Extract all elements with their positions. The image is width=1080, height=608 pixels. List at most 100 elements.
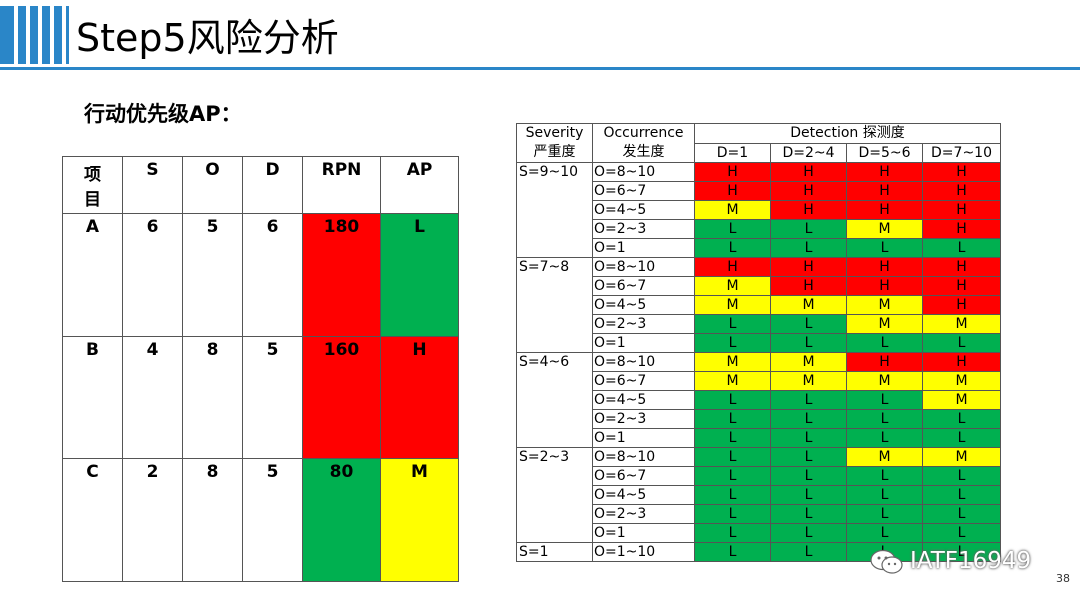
ap-rating-cell: L xyxy=(770,333,847,353)
ap-rating-cell: M xyxy=(694,276,771,296)
detection-col-header: D=7~10 xyxy=(921,142,1002,163)
title-underline xyxy=(0,67,1080,70)
ap-rating-cell: M xyxy=(846,371,923,391)
ap-rating-cell: L xyxy=(846,504,923,524)
ap-rating-cell: L xyxy=(846,428,923,448)
ap-table-cell-ap: M xyxy=(380,458,459,582)
ap-rating-cell: L xyxy=(694,466,771,486)
ap-rating-cell: H xyxy=(921,352,1002,372)
table-row: O=2~3 L L L L xyxy=(517,504,1002,524)
ap-rating-cell: M xyxy=(770,371,847,391)
table-row: B 4 8 5 160 H xyxy=(62,335,459,460)
ap-rating-cell: L xyxy=(770,523,847,543)
occurrence-cell: O=2~3 xyxy=(592,504,695,524)
table-row: O=1 L L L L xyxy=(517,238,1002,258)
ap-rating-cell: M xyxy=(694,200,771,220)
ap-table-header-cell: D xyxy=(242,156,303,214)
table-row: O=1 L L L L xyxy=(517,428,1002,448)
ap-rating-cell: H xyxy=(770,200,847,220)
occurrence-cell: O=4~5 xyxy=(592,295,695,315)
ap-rating-cell: L xyxy=(694,219,771,239)
ap-rating-cell: H xyxy=(770,276,847,296)
severity-cell: S=2~3 xyxy=(516,447,593,543)
detection-col-header: D=2~4 xyxy=(770,142,847,163)
ap-rating-cell: L xyxy=(846,333,923,353)
ap-table-header-cell: AP xyxy=(380,156,459,214)
occurrence-cell: O=8~10 xyxy=(592,352,695,372)
occurrence-cell: O=8~10 xyxy=(592,257,695,277)
ap-rating-cell: H xyxy=(770,181,847,201)
occurrence-cell: O=4~5 xyxy=(592,200,695,220)
severity-cell: S=7~8 xyxy=(516,257,593,353)
page-title: Step5风险分析 xyxy=(76,16,339,60)
occurrence-cell: O=1 xyxy=(592,333,695,353)
title-decoration-bar-5 xyxy=(54,6,62,64)
ap-rating-cell: L xyxy=(770,409,847,429)
title-decoration-bar-3 xyxy=(30,6,38,64)
ap-rating-cell: L xyxy=(770,219,847,239)
ap-rating-cell: L xyxy=(921,485,1002,505)
ap-rating-cell: L xyxy=(846,390,923,410)
ap-rating-cell: H xyxy=(846,162,923,182)
occurrence-cell: O=2~3 xyxy=(592,219,695,239)
title-decoration-bar-6 xyxy=(66,6,69,64)
ap-rating-cell: M xyxy=(921,390,1002,410)
ap-rating-cell: L xyxy=(846,485,923,505)
ap-table-cell-rpn: 180 xyxy=(302,213,381,337)
ap-table-cell-s: 6 xyxy=(122,213,183,337)
ap-rating-cell: L xyxy=(770,447,847,467)
ap-rating-cell: M xyxy=(694,352,771,372)
occurrence-cell: O=1 xyxy=(592,238,695,258)
ap-rating-cell: L xyxy=(770,238,847,258)
ap-rating-cell: L xyxy=(694,314,771,334)
occurrence-cell: O=6~7 xyxy=(592,466,695,486)
occurrence-header: Occurrence 发生度 xyxy=(592,123,695,163)
ap-rating-cell: L xyxy=(770,542,847,562)
severity-cell: S=4~6 xyxy=(516,352,593,448)
occurrence-cell: O=1~10 xyxy=(592,542,695,562)
table-row: O=6~7 M M M M xyxy=(517,371,1002,391)
table-row: S=2~3 O=8~10 L L M M xyxy=(516,447,1002,543)
ap-rating-cell: M xyxy=(846,314,923,334)
ap-rating-cell: H xyxy=(921,276,1002,296)
table-row: O=4~5 L L L M xyxy=(517,390,1002,410)
ap-table-cell-item: B xyxy=(62,335,123,460)
ap-rating-cell: H xyxy=(846,352,923,372)
ap-table-header-cell: S xyxy=(122,156,183,214)
ap-rating-cell: H xyxy=(694,181,771,201)
occurrence-cell: O=8~10 xyxy=(592,162,695,182)
ap-rating-cell: L xyxy=(694,523,771,543)
ap-rating-cell: M xyxy=(846,219,923,239)
ap-table-cell-ap: L xyxy=(380,213,459,337)
ap-table-cell-s: 2 xyxy=(122,458,183,582)
occurrence-cell: O=6~7 xyxy=(592,276,695,296)
ap-rating-table: Severity 严重度 Occurrence 发生度 Detection 探测… xyxy=(516,123,1002,562)
ap-rating-cell: L xyxy=(770,390,847,410)
table-row: A 6 5 6 180 L xyxy=(62,213,459,337)
ap-rating-cell: H xyxy=(921,162,1002,182)
table-row: O=4~5 L L L L xyxy=(517,485,1002,505)
ap-rating-cell: L xyxy=(694,485,771,505)
ap-table-cell-rpn: 80 xyxy=(302,458,381,582)
ap-table-cell-o: 8 xyxy=(182,335,243,460)
ap-rating-cell: L xyxy=(846,523,923,543)
ap-table-cell-ap: H xyxy=(380,335,459,460)
ap-rating-cell: M xyxy=(694,295,771,315)
detection-col-header: D=1 xyxy=(694,142,771,163)
ap-rating-cell: L xyxy=(694,390,771,410)
ap-rating-cell: H xyxy=(770,162,847,182)
detection-header: Detection 探测度 xyxy=(693,123,1002,144)
ap-rating-cell: L xyxy=(770,428,847,448)
ap-rating-cell: L xyxy=(770,485,847,505)
ap-rating-cell: L xyxy=(694,447,771,467)
ap-rating-cell: L xyxy=(921,466,1002,486)
occurrence-cell: O=6~7 xyxy=(592,181,695,201)
ap-rating-cell: H xyxy=(770,257,847,277)
wechat-icon xyxy=(870,549,903,574)
ap-table-cell-o: 8 xyxy=(182,458,243,582)
occurrence-cell: O=8~10 xyxy=(592,447,695,467)
ap-table-header-cell: O xyxy=(182,156,243,214)
ap-rating-cell: L xyxy=(694,238,771,258)
risk-table-header-row-1: Severity 严重度 Occurrence 发生度 Detection 探测… xyxy=(516,123,1002,163)
table-row: O=1 L L L L xyxy=(517,523,1002,543)
